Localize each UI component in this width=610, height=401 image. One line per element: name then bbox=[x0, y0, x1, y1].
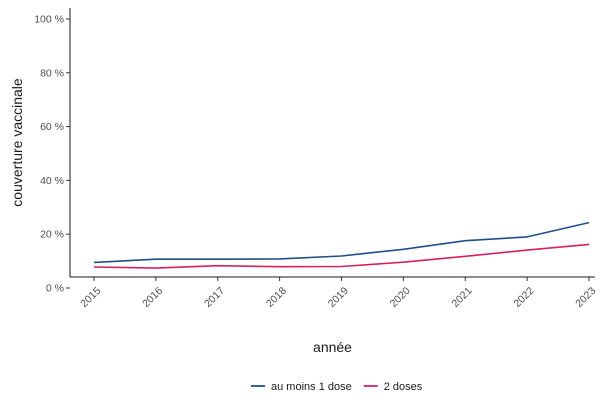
x-tick-label: 2019 bbox=[326, 285, 351, 310]
y-axis-title: couverture vaccinale bbox=[9, 78, 25, 207]
y-tick-label: 80 % bbox=[40, 67, 64, 79]
legend-item: au moins 1 dose bbox=[251, 381, 352, 393]
x-tick-label: 2018 bbox=[264, 285, 289, 310]
legend: au moins 1 dose 2 doses bbox=[251, 381, 423, 393]
series-line bbox=[93, 243, 590, 269]
y-tick-label: 100 % bbox=[34, 14, 64, 26]
x-tick-label: 2015 bbox=[78, 285, 103, 310]
x-axis-title: année bbox=[313, 339, 352, 355]
x-tick-label: 2016 bbox=[140, 285, 165, 310]
legend-label: 2 doses bbox=[384, 381, 423, 393]
y-tick-label: 60 % bbox=[40, 121, 64, 133]
x-tick-label: 2023 bbox=[573, 285, 598, 310]
x-tick-label: 2021 bbox=[450, 285, 475, 310]
x-tick-label: 2020 bbox=[388, 285, 413, 310]
legend-label: au moins 1 dose bbox=[271, 381, 352, 393]
y-axis-ticks: 0 % 20 % 40 % 60 % 80 % 100 % bbox=[34, 14, 70, 295]
y-tick-label: 40 % bbox=[40, 175, 64, 187]
x-axis-ticks: 2015 2016 2017 2018 2019 2020 2021 2022 2023 bbox=[78, 277, 598, 310]
series-lines bbox=[93, 221, 590, 269]
y-tick-label: 0 % bbox=[46, 283, 64, 295]
x-tick-label: 2017 bbox=[202, 285, 227, 310]
legend-item: 2 doses bbox=[363, 381, 423, 393]
series-line bbox=[93, 221, 590, 264]
x-tick-label: 2022 bbox=[511, 285, 536, 310]
y-tick-label: 20 % bbox=[40, 229, 64, 241]
